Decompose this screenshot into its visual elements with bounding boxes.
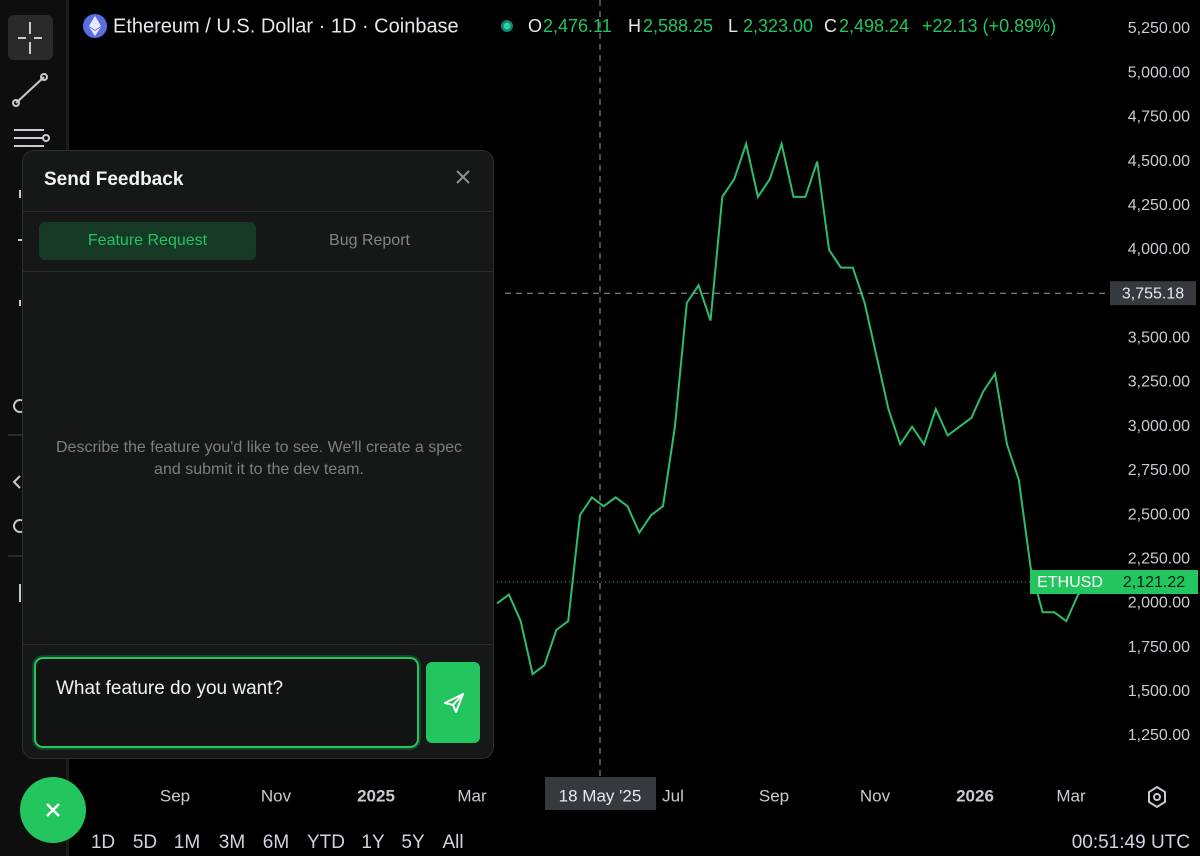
ohlc-change: +22.13 (+0.89%): [922, 16, 1056, 36]
range-button[interactable]: 1D: [90, 832, 116, 853]
series-tag: ETHUSD: [1037, 574, 1103, 591]
ohlc-key: H: [628, 16, 641, 36]
y-tick-label: 3,000.00: [1128, 418, 1190, 435]
ohlc-value: 2,323.00: [743, 16, 813, 36]
crosshair-price-box: [1110, 281, 1196, 306]
ohlc: O 2,476.11 H 2,588.25 L 2,323.00 C 2,498.24 +22.…: [528, 16, 1056, 36]
y-tick-label: 2,250.00: [1128, 550, 1190, 567]
y-tick-label: 2,500.00: [1128, 506, 1190, 523]
settings-icon[interactable]: [1148, 785, 1166, 809]
x-tick-label: Mar: [1056, 786, 1086, 805]
feedback-input[interactable]: What feature do you want?: [34, 657, 419, 748]
range-button[interactable]: All: [442, 832, 464, 853]
y-tick-label: 4,500.00: [1128, 153, 1190, 170]
feedback-panel: Send Feedback Feature Request Bug Report…: [22, 150, 494, 759]
range-button[interactable]: 1Y: [361, 832, 385, 853]
last-price-label: 2,121.22: [1123, 574, 1185, 591]
y-tick-label: 4,750.00: [1128, 109, 1190, 126]
send-button[interactable]: [426, 662, 480, 743]
y-tick-label: 3,250.00: [1128, 374, 1190, 391]
x-tick-label: Jul: [662, 786, 684, 805]
crosshair-date: 18 May '25: [559, 786, 642, 805]
last-price-box: [1110, 570, 1198, 595]
ohlc-key: C: [824, 16, 837, 36]
y-tick-label: 5,000.00: [1128, 64, 1190, 81]
ohlc-value: 2,588.25: [643, 16, 713, 36]
x-tick-label: 2025: [357, 786, 395, 805]
y-tick-label: 1,500.00: [1128, 683, 1190, 700]
range-button[interactable]: 6M: [262, 832, 290, 853]
y-tick-label: 2,750.00: [1128, 462, 1190, 479]
x-tick-label: Nov: [860, 786, 891, 805]
ohlc-key: L: [728, 16, 738, 36]
x-tick-label: 2026: [956, 786, 994, 805]
tab-bug-report[interactable]: Bug Report: [329, 232, 410, 249]
divider: [23, 211, 493, 212]
input-placeholder: What feature do you want?: [56, 678, 284, 699]
x-tick-label: Mar: [457, 786, 487, 805]
x-tick-label: Sep: [160, 786, 190, 805]
market-status-dot: [503, 22, 511, 30]
crosshair-date-box: [545, 777, 656, 810]
divider: [23, 644, 493, 645]
symbol-title: Ethereum / U.S. Dollar · 1D · Coinbase: [113, 15, 459, 37]
x-tick-label: Nov: [261, 786, 292, 805]
range-button[interactable]: YTD: [307, 832, 345, 853]
close-button[interactable]: [453, 167, 473, 187]
y-tick-label: 1,750.00: [1128, 639, 1190, 656]
y-tick-label: 2,000.00: [1128, 595, 1190, 612]
y-tick-label: 4,000.00: [1128, 241, 1190, 258]
range-button[interactable]: 3M: [218, 832, 246, 853]
series-tag-box: [1030, 570, 1110, 595]
range-button[interactable]: 5Y: [401, 832, 425, 853]
eth-glyph: [89, 16, 101, 36]
divider: [23, 271, 493, 272]
y-tick-label: 1,250.00: [1128, 727, 1190, 744]
crosshair-price: 3,755.18: [1122, 285, 1184, 302]
y-tick-label: 4,250.00: [1128, 197, 1190, 214]
ohlc-value: 2,476.11: [543, 16, 612, 36]
description: Describe the feature you'd like to see. …: [55, 439, 463, 478]
price-line: [496, 140, 1091, 676]
y-tick-label: 3,500.00: [1128, 330, 1190, 347]
tab-feature-request[interactable]: Feature Request: [39, 222, 256, 260]
range-button[interactable]: 1M: [173, 832, 201, 853]
clock: 00:51:49 UTC: [1072, 832, 1190, 853]
panel-title: Send Feedback: [44, 169, 184, 190]
ohlc-key: O: [528, 16, 542, 36]
ohlc-value: 2,498.24: [839, 16, 909, 36]
x-tick-label: Sep: [759, 786, 789, 805]
y-tick-label: 5,250.00: [1128, 20, 1190, 37]
feedback-toggle[interactable]: [20, 777, 86, 843]
range-button[interactable]: 5D: [132, 832, 158, 853]
